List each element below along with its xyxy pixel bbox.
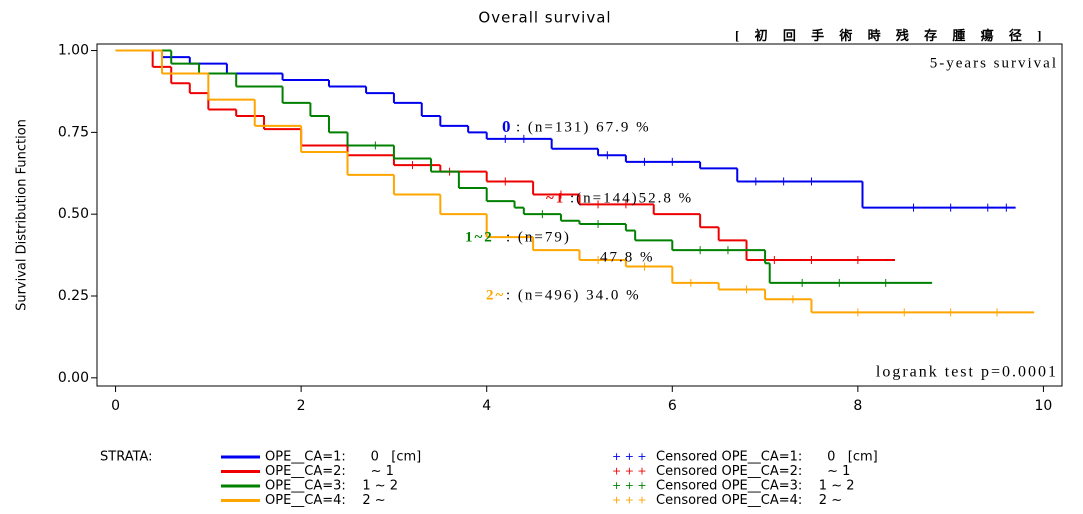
annotation: 1~2: [465, 229, 494, 245]
legend-censored-label: Censored OPE__CA=4: 2 ~: [656, 493, 842, 508]
annotation: :(n=144)52.8 %: [570, 190, 693, 206]
y-tick-label: 0.00: [58, 370, 89, 386]
censor-symbol: + + +: [612, 494, 647, 507]
y-tick-label: 1.00: [58, 43, 89, 59]
legend-label: OPE__CA=2: ~ 1: [265, 464, 394, 479]
legend-censored-label: Censored OPE__CA=1: 0 [cm]: [656, 450, 878, 465]
y-axis-label: Survival Distribution Function: [15, 119, 30, 311]
x-tick-label: 2: [297, 398, 306, 414]
annotation: 47.8 %: [600, 249, 655, 265]
annotation: logrank test p=0.0001: [876, 364, 1058, 381]
x-tick-label: 10: [1035, 398, 1053, 414]
x-tick-label: 6: [668, 398, 677, 414]
annotation: : (n=79): [506, 229, 571, 245]
y-tick-label: 0.25: [58, 288, 89, 304]
legend-censored-label: Censored OPE__CA=3: 1 ~ 2: [656, 479, 855, 494]
annotation: : (n=496) 34.0 %: [506, 287, 641, 303]
censor-symbol: + + +: [612, 465, 647, 478]
annotation: 2~: [486, 287, 505, 303]
annotation: [ 初 回 手 術 時 残 存 腫 瘍 径 ]: [735, 28, 1047, 43]
y-tick-label: 0.75: [58, 124, 89, 140]
censor-symbol: + + +: [612, 479, 647, 492]
legend-label: OPE__CA=3: 1 ~ 2: [265, 479, 398, 494]
legend-label: OPE__CA=4: 2 ~: [265, 493, 386, 508]
legend-censored-label: Censored OPE__CA=2: ~ 1: [656, 464, 850, 479]
y-tick-label: 0.50: [58, 206, 89, 222]
legend-label: OPE__CA=1: 0 [cm]: [265, 450, 421, 465]
x-tick-label: 0: [111, 398, 120, 414]
x-tick-label: 8: [853, 398, 862, 414]
annotation: : (n=131) 67.9 %: [516, 119, 651, 135]
annotation: 5-years survival: [930, 55, 1058, 71]
plot-frame: [96, 43, 1063, 387]
chart-title: Overall survival: [478, 9, 611, 27]
x-tick-label: 4: [482, 398, 491, 414]
censor-symbol: + + +: [612, 450, 647, 463]
legend-title: STRATA:: [100, 450, 153, 465]
annotation: ~1: [546, 190, 565, 206]
annotation: 0: [502, 117, 513, 136]
